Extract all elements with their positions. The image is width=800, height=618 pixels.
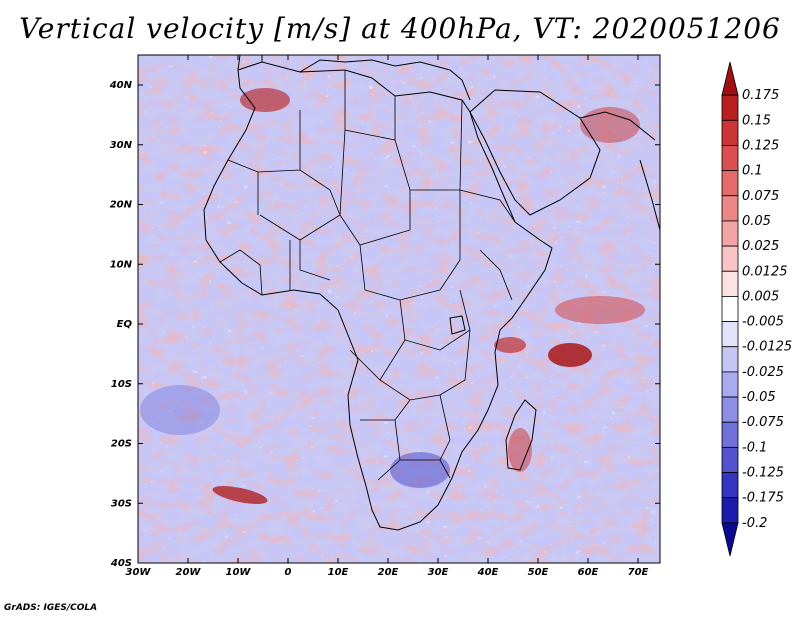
colorbar-swatch: [721, 170, 739, 197]
iberia-coastline: [237, 55, 263, 71]
lat-tick-label: 30S: [111, 498, 132, 509]
colorbar-swatch: [721, 446, 739, 473]
colorbar-swatch: [721, 220, 739, 247]
credit-text: GrADS: IGES/COLA: [4, 603, 98, 613]
colorbar-swatch: [721, 371, 739, 398]
colorbar-swatch: [721, 472, 739, 499]
colorbar-swatch: [721, 61, 739, 96]
colorbar-swatch: [721, 94, 739, 121]
colorbar-swatch: [721, 522, 739, 557]
map-boundaries: [203, 55, 660, 531]
persian-coast: [579, 111, 656, 141]
colorbar-swatch: [721, 270, 739, 297]
colorbar-label: -0.175: [742, 491, 784, 506]
colorbar-swatch: [721, 195, 739, 222]
lat-tick-label: 40N: [109, 80, 133, 91]
colorbar-label: -0.125: [742, 466, 784, 481]
longitude-axis: 30W 20W 10W 0 10E 20E 30E 40E 50E 60E 70E: [126, 55, 649, 578]
upward-motion-cell: [494, 337, 526, 353]
lon-tick-label: 70E: [628, 567, 649, 578]
lat-tick-label: 30N: [110, 140, 133, 151]
colorbar: 0.175 0.15 0.125 0.1 0.075 0.05 0.025 0.0125 0.0…: [721, 61, 792, 557]
chart-title: Vertical velocity [m/s] at 400hPa, VT: 2…: [19, 12, 781, 45]
africa-coastline: [203, 61, 553, 531]
lon-tick-label: 40E: [477, 567, 499, 578]
velocity-field: [138, 55, 660, 563]
colorbar-label: -0.025: [742, 365, 784, 380]
upward-motion-cell: [548, 343, 592, 367]
lon-tick-label: 10E: [328, 567, 349, 578]
colorbar-swatch: [721, 396, 739, 423]
colorbar-label: 0.025: [742, 239, 779, 254]
colorbar-swatch: [721, 245, 739, 272]
arabian-coastline: [469, 89, 601, 216]
downward-motion-cell: [140, 385, 220, 435]
lon-tick-label: 20E: [378, 567, 399, 578]
lon-tick-label: 60E: [578, 567, 599, 578]
colorbar-label: 0.15: [742, 113, 771, 128]
colorbar-label: 0.125: [742, 138, 779, 153]
upward-motion-cell: [240, 88, 290, 112]
lon-tick-label: 0: [285, 567, 292, 578]
colorbar-label: -0.2: [742, 516, 767, 531]
colorbar-label: 0.005: [742, 289, 779, 304]
upward-motion-cell: [212, 486, 268, 504]
latitude-axis: 40N 30N 20N 10N EQ 10S 20S 30S 40S: [109, 80, 660, 569]
colorbar-label: -0.075: [742, 415, 784, 430]
lat-tick-label: EQ: [117, 319, 133, 330]
lon-tick-label: 30W: [126, 567, 152, 578]
lon-tick-label: 20W: [176, 567, 202, 578]
country-borders: [219, 70, 516, 481]
colorbar-swatch: [721, 145, 739, 172]
lat-tick-label: 40S: [110, 558, 132, 569]
colorbar-label: -0.05: [742, 390, 776, 405]
lat-tick-label: 20N: [110, 200, 133, 211]
colorbar-label: 0.1: [742, 164, 763, 179]
lat-tick-label: 10N: [110, 259, 133, 270]
india-coast: [639, 159, 660, 231]
colorbar-label: 0.0125: [742, 264, 788, 279]
colorbar-swatch: [721, 497, 739, 524]
colorbar-label: 0.05: [742, 214, 771, 229]
colorbar-swatch: [721, 321, 739, 348]
colorbar-label: -0.0125: [742, 340, 792, 355]
colorbar-label: -0.005: [742, 315, 784, 330]
madagascar-coastline: [505, 399, 537, 471]
lon-tick-label: 50E: [528, 567, 549, 578]
lat-tick-label: 10S: [111, 379, 132, 390]
colorbar-swatch: [721, 119, 739, 146]
map-frame: [137, 54, 661, 564]
lon-tick-label: 30E: [428, 567, 449, 578]
lake-victoria: [449, 315, 466, 335]
lat-tick-label: 20S: [111, 439, 132, 450]
colorbar-swatch: [721, 421, 739, 448]
upward-motion-cell: [580, 107, 640, 143]
colorbar-swatch: [721, 346, 739, 373]
upward-motion-cell: [555, 296, 645, 324]
colorbar-label: 0.075: [742, 189, 779, 204]
lon-tick-label: 10W: [226, 567, 252, 578]
mediterranean-coast: [299, 59, 471, 101]
upward-motion-cell: [508, 428, 532, 472]
colorbar-swatch: [721, 296, 739, 322]
colorbar-label: 0.175: [742, 88, 779, 103]
downward-motion-cell: [390, 452, 450, 488]
colorbar-label: -0.1: [742, 440, 767, 455]
